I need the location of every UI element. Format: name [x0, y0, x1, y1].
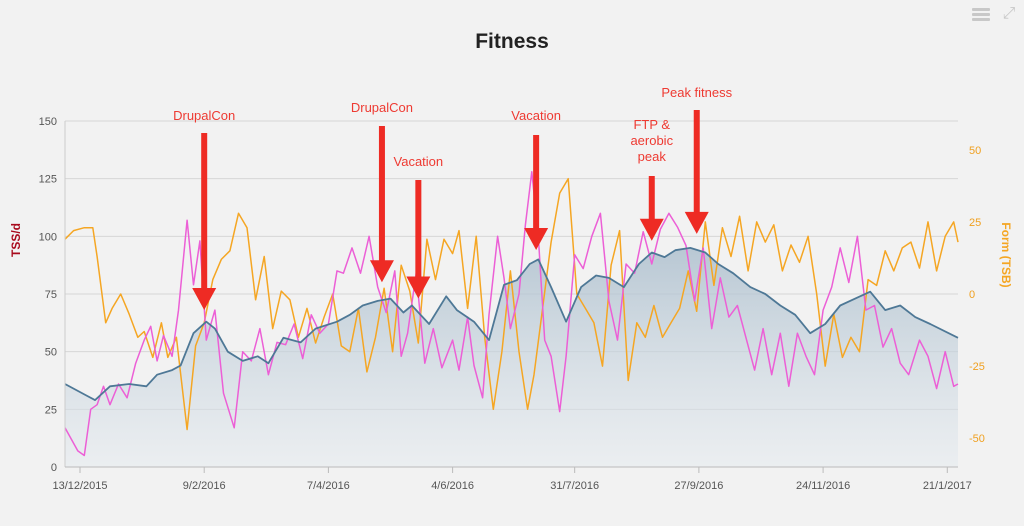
annotation-arrow-head — [369, 260, 394, 283]
annotation-label: FTP & — [633, 117, 670, 132]
y2-tick-label: 0 — [969, 289, 975, 301]
x-tick-label: 27/9/2016 — [674, 480, 723, 492]
annotation-0: DrupalCon — [173, 108, 235, 310]
y-tick-label: 150 — [39, 116, 57, 128]
annotation-3: Vacation — [511, 108, 561, 251]
y2-tick-label: -25 — [969, 361, 985, 373]
annotation-arrow-head — [192, 287, 217, 310]
axes-layer: 0 25 50 75 100 125 150 -50 -25 0 25 50 13/12/2015 9/2… — [39, 116, 985, 492]
annotation-arrow-shaft — [648, 176, 655, 221]
x-tick-label: 24/11/2016 — [796, 480, 850, 492]
y2-tick-label: 25 — [969, 217, 981, 229]
annotation-arrow-shaft — [415, 180, 422, 279]
annotation-arrow-head — [684, 211, 709, 234]
hamburger-menu-icon[interactable] — [972, 6, 990, 22]
y-axis-label: TSS/d — [9, 223, 23, 257]
y-tick-label: 125 — [39, 174, 57, 186]
annotation-arrow-shaft — [533, 135, 540, 231]
annotation-label: DrupalCon — [351, 100, 413, 115]
y2-tick-label: -50 — [969, 433, 985, 445]
y-tick-label: 100 — [39, 231, 57, 243]
annotation-arrow-head — [524, 228, 549, 251]
annotation-2: Vacation — [394, 154, 444, 299]
annotation-label: Vacation — [394, 154, 444, 169]
y-tick-label: 25 — [45, 404, 57, 416]
fitness-series-line — [64, 247, 959, 401]
x-tick-label: 7/4/2016 — [307, 480, 350, 492]
y2-axis-label: Form (TSB) — [999, 222, 1013, 287]
y2-tick-label: 50 — [969, 145, 981, 157]
fitness-area-layer — [65, 247, 958, 467]
fullscreen-expand-icon[interactable]: ⤢ — [1002, 5, 1016, 22]
annotation-5: Peak fitness — [661, 85, 733, 234]
y-tick-label: 0 — [51, 462, 57, 474]
annotation-arrow-head — [639, 218, 664, 241]
annotation-arrow-shaft — [201, 133, 208, 290]
annotations-layer: DrupalCon DrupalCon Vacation Vacation FTP &a… — [173, 85, 733, 310]
annotation-arrow-shaft — [693, 110, 700, 214]
fitness-area-fill — [65, 247, 958, 467]
annotation-label: DrupalCon — [173, 108, 235, 123]
annotation-arrow-shaft — [378, 126, 385, 263]
chart-title: Fitness — [475, 30, 549, 53]
annotation-label: Vacation — [511, 108, 561, 123]
annotation-label: peak — [638, 149, 667, 164]
x-tick-label: 9/2/2016 — [183, 480, 226, 492]
x-tick-label: 31/7/2016 — [550, 480, 599, 492]
y-tick-label: 50 — [45, 347, 57, 359]
x-tick-label: 4/6/2016 — [431, 480, 474, 492]
annotation-arrow-head — [406, 276, 431, 299]
y-tick-label: 75 — [45, 289, 57, 301]
x-tick-label: 13/12/2015 — [52, 480, 107, 492]
x-tick-label: 21/1/2017 — [923, 480, 972, 492]
annotation-label: aerobic — [630, 133, 673, 148]
annotation-label: Peak fitness — [661, 85, 732, 100]
annotation-1: DrupalCon — [351, 100, 413, 283]
